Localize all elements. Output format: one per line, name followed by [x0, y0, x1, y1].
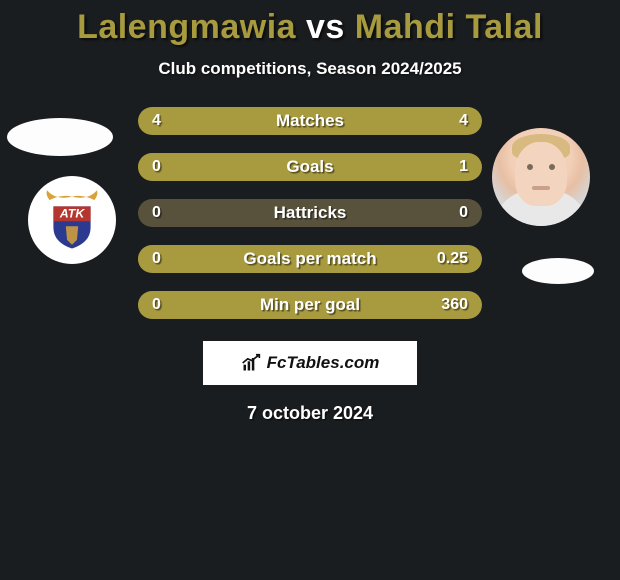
stat-row: 0Min per goal360	[138, 291, 482, 319]
stat-label: Hattricks	[138, 203, 482, 223]
player-b-club-placeholder	[522, 258, 594, 284]
vs-separator: vs	[296, 8, 355, 46]
stat-row: 0Goals per match0.25	[138, 245, 482, 273]
stat-label: Min per goal	[138, 295, 482, 315]
stat-row: 4Matches4	[138, 107, 482, 135]
stat-value-right: 0.25	[437, 250, 468, 268]
brand-text: FcTables.com	[267, 353, 380, 373]
stat-row: 0Goals1	[138, 153, 482, 181]
player-a-club-badge: ATK	[28, 176, 116, 264]
stat-value-right: 4	[459, 112, 468, 130]
brand-box: FcTables.com	[203, 341, 417, 385]
stat-value-right: 360	[441, 296, 468, 314]
stat-value-right: 1	[459, 158, 468, 176]
stat-label: Goals	[138, 157, 482, 177]
player-b-name: Mahdi Talal	[355, 8, 543, 46]
comparison-title: Lalengmawia vs Mahdi Talal	[0, 0, 620, 47]
player-a-avatar-placeholder	[7, 118, 113, 156]
brand-chart-icon	[241, 353, 261, 373]
stat-label: Matches	[138, 111, 482, 131]
stat-row: 0Hattricks0	[138, 199, 482, 227]
date-stamp: 7 october 2024	[0, 403, 620, 424]
stat-label: Goals per match	[138, 249, 482, 269]
player-a-name: Lalengmawia	[77, 8, 296, 46]
player-b-avatar	[492, 128, 590, 226]
stats-container: 4Matches40Goals10Hattricks00Goals per ma…	[138, 107, 482, 319]
svg-text:ATK: ATK	[59, 207, 86, 221]
subtitle: Club competitions, Season 2024/2025	[0, 59, 620, 79]
stat-value-right: 0	[459, 204, 468, 222]
club-badge-icon: ATK	[41, 189, 103, 251]
